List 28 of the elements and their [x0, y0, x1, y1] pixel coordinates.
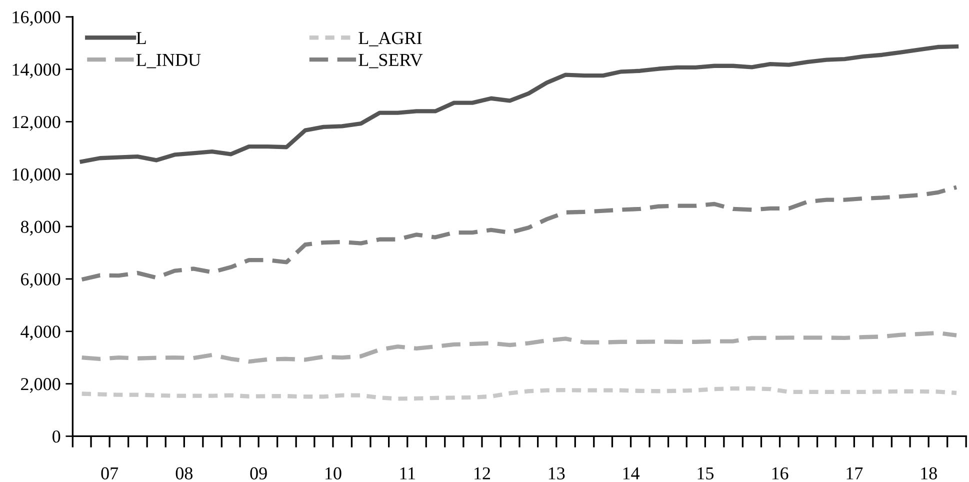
x-tick-label: 18: [921, 467, 937, 480]
line-series: [80, 386, 959, 401]
x-tick-label: 08: [176, 467, 193, 480]
x-tick-label: 16: [772, 467, 788, 480]
legend-label: L: [136, 32, 146, 44]
legend-label: L_AGRI: [358, 32, 422, 46]
x-tick-label: 07: [101, 467, 118, 480]
y-tick-label: 4,000: [20, 326, 60, 340]
x-tick-label: 09: [250, 467, 267, 480]
x-tick-label: 17: [846, 467, 863, 480]
x-tick-label: 14: [623, 467, 640, 480]
y-tick-label: 10,000: [12, 168, 60, 184]
x-tick-label: 12: [474, 467, 490, 480]
legend-label: L_INDU: [136, 54, 201, 68]
y-tick-label: 14,000: [12, 64, 60, 78]
x-tick-label: 11: [400, 467, 415, 480]
line-series: [80, 185, 959, 282]
y-tick-label: 0: [52, 430, 60, 443]
x-tick-label: 10: [326, 467, 342, 480]
y-tick-label: 2,000: [21, 378, 60, 393]
y-tick-label: 16,000: [12, 11, 60, 26]
y-tick-label: 8,000: [20, 220, 60, 236]
legend-label: L_SERV: [358, 54, 423, 68]
x-tick-label: 13: [548, 467, 565, 480]
x-tick-label: 15: [698, 467, 714, 480]
y-tick-label: 6,000: [21, 273, 60, 288]
line-series: [80, 330, 959, 364]
y-tick-label: 12,000: [12, 116, 60, 131]
